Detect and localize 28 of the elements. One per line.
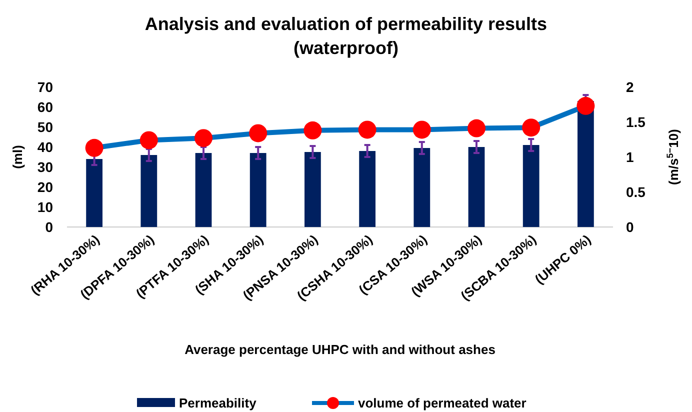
y-axis-title: (ml) [10,145,25,169]
legend-label: volume of permeated water [358,396,526,411]
bar [250,153,266,227]
y-tick-label: 50 [37,118,54,135]
y-tick-label: 60 [37,98,54,115]
bar [578,101,594,227]
bar [86,159,102,227]
bar [140,155,158,227]
y2-tick-label: 1 [626,148,634,165]
bar [468,147,485,227]
bar [414,148,430,227]
x-axis-title: Average percentage UHPC with and without ashes [184,342,496,357]
y2-tick-label: 1.5 [626,114,646,130]
bar [304,152,321,227]
y-tick-label: 0 [45,218,54,235]
y-tick-label: 40 [37,138,54,155]
legend-label: Permeability [179,396,258,411]
y-tick-label: 10 [37,198,54,215]
y-tick-label: 30 [37,158,54,175]
bar [195,153,212,227]
chart-title: Analysis and evaluation of permeability results (waterproof) [144,14,548,58]
y2-tick-label: 0 [626,218,634,235]
bar [359,151,376,227]
bar [522,145,540,227]
y-tick-label: 70 [37,78,54,95]
y2-tick-label: 0.5 [626,184,646,200]
y-tick-label: 20 [37,178,54,195]
y2-tick-label: 2 [626,78,634,95]
